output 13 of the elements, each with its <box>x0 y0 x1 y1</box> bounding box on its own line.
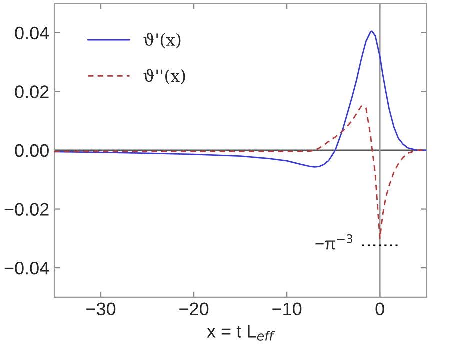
x-tick-label: −20 <box>180 302 209 316</box>
x-axis-title: x = t L$_{eff}$ <box>207 325 276 341</box>
legend-label: ϑ'(x) <box>144 33 181 48</box>
x-tick-label: 0 <box>376 302 384 316</box>
y-tick-label: −0.02 <box>4 203 49 216</box>
x-tick-label: −10 <box>272 302 302 316</box>
y-tick-label: −0.04 <box>4 262 50 275</box>
legend-label: ϑ''(x) <box>144 69 186 85</box>
y-tick-label: 0.00 <box>15 144 49 158</box>
y-tick-label: 0.02 <box>15 86 49 98</box>
y-tick-label: 0.04 <box>15 26 50 40</box>
annotation: −π$^{−3}$ <box>316 234 353 250</box>
x-tick-label: −30 <box>86 302 116 316</box>
